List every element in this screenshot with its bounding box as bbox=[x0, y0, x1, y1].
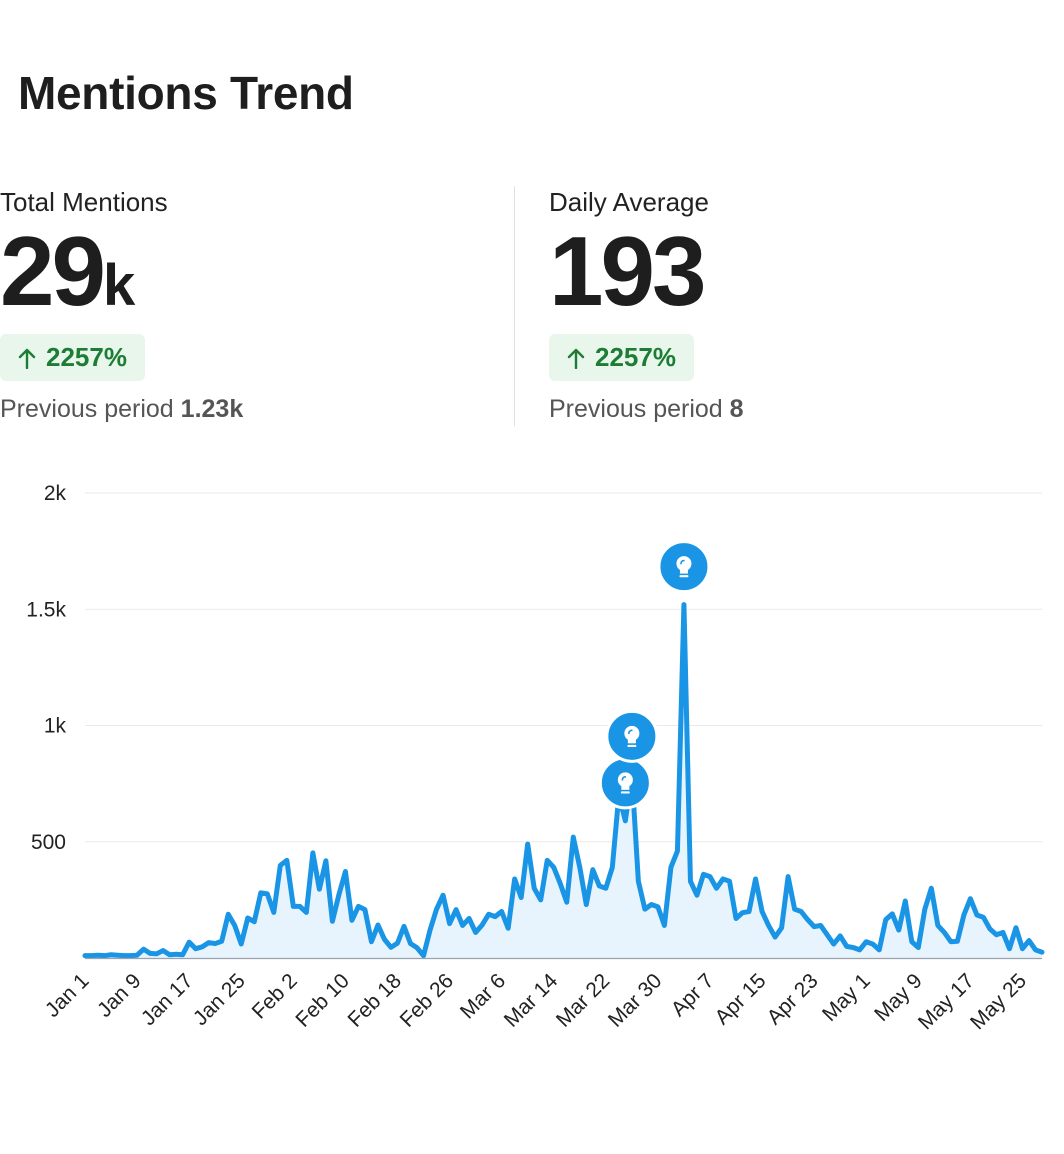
lightbulb-icon[interactable] bbox=[605, 709, 659, 763]
x-tick-label: Mar 30 bbox=[604, 969, 666, 1031]
previous-period-value: 1.23k bbox=[180, 395, 244, 423]
chart-grid bbox=[85, 492, 1042, 843]
x-tick-label: Mar 22 bbox=[552, 969, 614, 1031]
lightbulb-icon[interactable] bbox=[657, 540, 711, 594]
change-value: 2257% bbox=[595, 342, 676, 372]
x-tick-label: Apr 15 bbox=[711, 969, 771, 1029]
lightbulb-icon[interactable] bbox=[598, 756, 652, 810]
series-area-fill bbox=[85, 604, 1042, 958]
previous-period-label: Previous period bbox=[0, 395, 174, 423]
previous-period: Previous period 1.23k bbox=[0, 395, 243, 424]
change-badge: 2257% bbox=[0, 334, 145, 381]
stat-label: Daily Average bbox=[549, 187, 709, 217]
x-tick-label: Jan 25 bbox=[189, 969, 250, 1030]
insight-markers bbox=[598, 540, 711, 810]
page-title: Mentions Trend bbox=[18, 67, 354, 119]
x-tick-label: Feb 18 bbox=[344, 969, 407, 1032]
y-tick-label: 1k bbox=[44, 715, 67, 738]
x-tick-label: May 17 bbox=[914, 969, 979, 1034]
x-tick-label: Apr 23 bbox=[763, 969, 823, 1029]
x-tick-label: Feb 26 bbox=[396, 969, 459, 1032]
arrow-up-icon bbox=[567, 348, 585, 369]
x-tick-label: May 25 bbox=[966, 969, 1031, 1034]
arrow-up-icon bbox=[18, 348, 36, 369]
stats-divider bbox=[514, 186, 515, 426]
stat-value: 193 bbox=[549, 222, 744, 320]
total-mentions-stat: Total Mentions 29k 2257% Previous period… bbox=[0, 186, 243, 424]
x-tick-label: Feb 10 bbox=[291, 969, 354, 1032]
previous-period-label: Previous period bbox=[549, 395, 723, 423]
daily-average-stat: Daily Average 193 2257% Previous period … bbox=[549, 186, 744, 424]
x-tick-label: Mar 14 bbox=[500, 969, 563, 1032]
x-tick-label: Jan 1 bbox=[41, 969, 94, 1022]
previous-period-value: 8 bbox=[729, 395, 744, 423]
change-badge: 2257% bbox=[549, 334, 694, 381]
stat-value: 29k bbox=[0, 222, 243, 320]
stat-suffix: k bbox=[103, 253, 136, 318]
y-tick-label: 500 bbox=[31, 831, 66, 854]
y-tick-label: 2k bbox=[44, 482, 67, 505]
x-tick-label: May 1 bbox=[818, 969, 875, 1026]
y-axis: 500 1k 1.5k 2k bbox=[26, 482, 66, 854]
stat-label: Total Mentions bbox=[0, 187, 168, 217]
change-value: 2257% bbox=[46, 342, 127, 372]
stat-number: 29 bbox=[0, 216, 106, 326]
stat-number: 193 bbox=[549, 216, 707, 326]
y-tick-label: 1.5k bbox=[26, 598, 66, 621]
series-line[interactable] bbox=[82, 602, 1045, 959]
x-tick-label: Jan 17 bbox=[137, 969, 198, 1030]
previous-period: Previous period 8 bbox=[549, 395, 744, 424]
